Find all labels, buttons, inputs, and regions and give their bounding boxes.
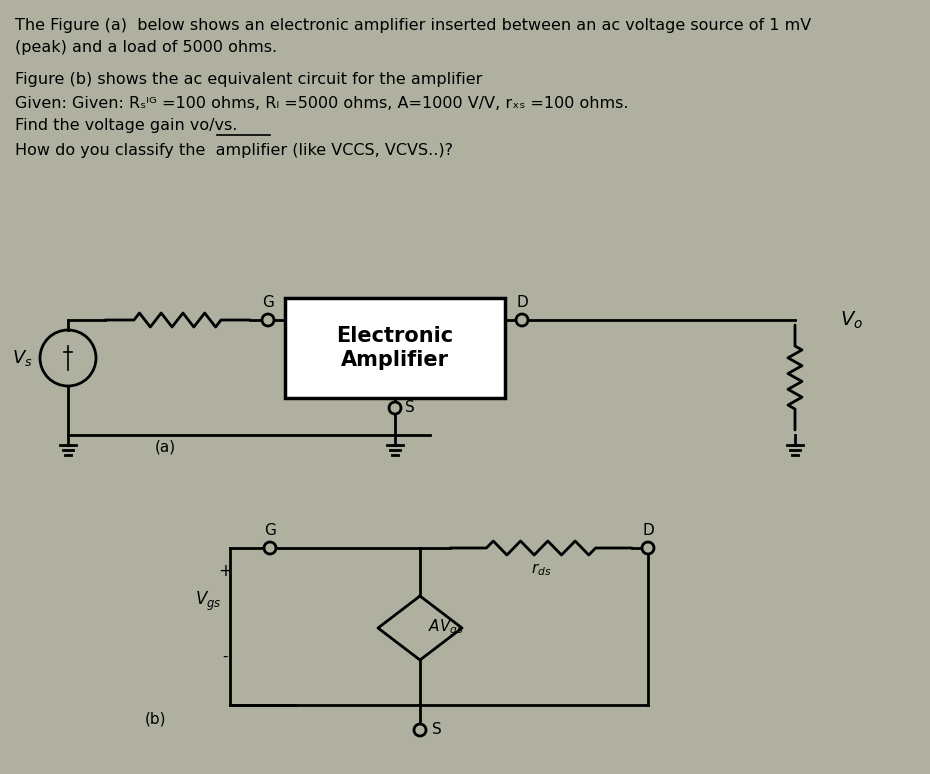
Text: G: G <box>262 295 274 310</box>
Text: $V_{gs}$: $V_{gs}$ <box>195 590 222 613</box>
Text: D: D <box>516 295 528 310</box>
Text: D: D <box>642 523 654 538</box>
Circle shape <box>264 542 276 554</box>
Circle shape <box>414 724 426 736</box>
Text: $V_o$: $V_o$ <box>840 310 863 330</box>
Text: Figure (b) shows the ac equivalent circuit for the amplifier: Figure (b) shows the ac equivalent circu… <box>15 72 483 87</box>
Text: S: S <box>405 400 415 416</box>
Circle shape <box>516 314 528 326</box>
Text: How do you classify the  amplifier (like VCCS, VCVS..)?: How do you classify the amplifier (like … <box>15 143 453 158</box>
Text: +: + <box>218 563 232 580</box>
FancyBboxPatch shape <box>285 298 505 398</box>
Circle shape <box>642 542 654 554</box>
Text: $AV_{gs}$: $AV_{gs}$ <box>428 618 464 639</box>
Text: (b): (b) <box>144 712 166 727</box>
Polygon shape <box>378 596 462 660</box>
Text: Given: Given: Rₛᴵᴳ =100 ohms, Rₗ =5000 ohms, A=1000 V/V, rₓₛ =100 ohms.: Given: Given: Rₛᴵᴳ =100 ohms, Rₗ =5000 o… <box>15 96 629 111</box>
Text: $r_{ds}$: $r_{ds}$ <box>531 561 551 577</box>
Text: $V_s$: $V_s$ <box>12 348 33 368</box>
Circle shape <box>389 402 401 414</box>
Text: (peak) and a load of 5000 ohms.: (peak) and a load of 5000 ohms. <box>15 40 277 55</box>
Text: (a): (a) <box>154 440 176 455</box>
Text: -: - <box>222 649 228 664</box>
Circle shape <box>262 314 274 326</box>
Text: S: S <box>432 722 442 738</box>
Text: Electronic
Amplifier: Electronic Amplifier <box>337 327 454 370</box>
Text: The Figure (a)  below shows an electronic amplifier inserted between an ac volta: The Figure (a) below shows an electronic… <box>15 18 811 33</box>
Text: Find the voltage gain vo/vs.: Find the voltage gain vo/vs. <box>15 118 237 133</box>
Text: G: G <box>264 523 276 538</box>
